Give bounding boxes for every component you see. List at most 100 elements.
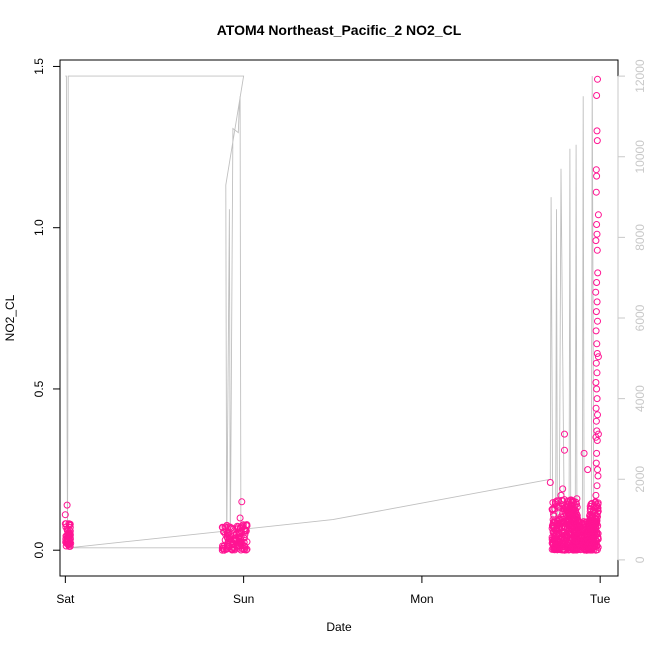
data-point [578,524,586,532]
data-point [593,395,601,403]
data-point [592,498,599,506]
data-point [559,505,567,512]
data-point [548,506,556,514]
data-point [546,479,554,486]
data-point [580,449,588,457]
data-point [592,359,600,367]
data-point [240,534,248,542]
x-tick-label: Tue [590,592,611,606]
data-point [568,504,576,512]
data-point [593,437,601,444]
data-point [63,501,71,509]
data-point [592,511,600,519]
data-point [593,127,601,135]
y-tick-label: 0.5 [32,380,46,397]
data-point [233,542,241,550]
y2-tick-label: 4000 [633,385,647,412]
y2-tick-label: 6000 [633,304,647,331]
data-point [570,497,578,505]
data-point [564,538,572,546]
data-point [559,510,567,518]
data-point [550,510,557,518]
data-point [550,533,558,541]
data-point [593,520,601,528]
data-point [592,459,600,467]
y-axis-label: NO2_CL [3,294,17,341]
data-point [593,350,601,357]
data-point [555,525,563,533]
data-point [592,379,600,386]
data-point [584,466,592,474]
data-point [594,430,602,438]
data-point [592,404,600,412]
data-point [228,546,236,554]
x-tick-label: Sat [56,592,75,606]
data-point [62,520,70,528]
data-point [554,545,562,553]
y-tick-label: 1.0 [32,219,46,236]
data-point [593,449,601,457]
data-point [593,369,601,377]
data-point [61,511,69,519]
data-point [592,327,600,335]
data-point [236,514,244,522]
data-point [562,543,570,551]
data-point [566,511,574,519]
data-point [594,269,602,277]
data-point [594,533,602,541]
data-point [227,531,235,538]
data-point [573,512,581,519]
y2-tick-label: 0 [633,556,647,563]
x-tick-label: Mon [410,592,433,606]
chart-title: ATOM4 Northeast_Pacific_2 NO2_CL [217,22,462,38]
points-series [61,75,602,554]
data-point [557,491,565,499]
data-point [593,246,601,254]
data-point [594,353,602,361]
data-point [227,538,235,546]
data-point [225,532,233,540]
data-point [218,546,226,554]
data-point [66,520,74,528]
data-point [594,472,602,480]
data-point [593,298,601,306]
data-point [226,523,234,531]
data-point [551,541,559,549]
data-point [240,545,248,553]
data-point [575,536,583,544]
y2-tick-label: 10000 [633,140,647,174]
data-point [594,211,602,219]
data-point [592,417,600,425]
data-point [549,528,557,536]
data-point [588,515,596,523]
data-point [222,523,230,531]
y-tick-label: 0.0 [32,542,46,559]
data-point [593,137,601,145]
data-point [562,520,570,528]
data-point [593,230,601,238]
data-point [592,308,600,316]
data-point [65,541,73,549]
y2-tick-label: 2000 [633,466,647,493]
data-point [593,340,601,348]
data-point [593,221,601,228]
data-point [559,519,567,527]
x-tick-label: Sun [233,592,254,606]
data-point [594,504,602,512]
y-tick-label: 1.5 [32,58,46,75]
data-point [593,279,601,286]
data-point [588,545,596,553]
data-point [64,530,72,538]
y2-tick-label: 8000 [633,224,647,251]
data-point [593,385,601,393]
data-point [559,485,567,493]
data-point [594,317,601,325]
data-point [549,521,557,529]
data-point [549,505,557,513]
data-point [571,519,579,526]
data-point [575,539,583,546]
data-point [593,482,601,490]
data-point [575,525,583,532]
data-point [238,498,246,506]
